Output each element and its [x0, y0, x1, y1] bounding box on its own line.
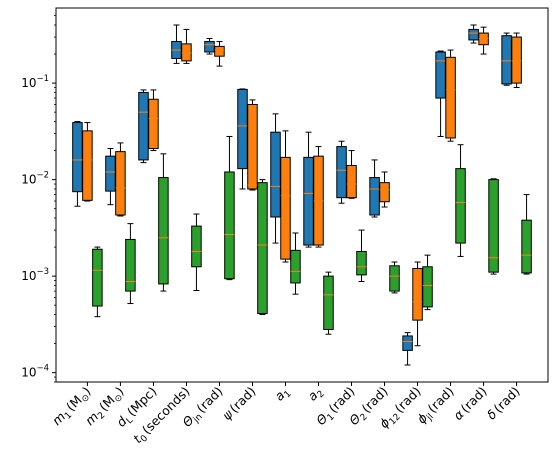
y-tick-label-exponent: −2	[36, 171, 49, 181]
iqr-box	[521, 219, 532, 274]
iqr-box	[280, 156, 291, 260]
x-label-subscript: 1	[283, 389, 294, 400]
y-tick-label: 10−2	[21, 171, 49, 187]
iqr-box	[336, 146, 347, 199]
iqr-box	[422, 266, 433, 308]
iqr-box	[389, 265, 400, 292]
iqr-box	[92, 248, 103, 307]
iqr-box	[72, 122, 83, 193]
box-group	[158, 153, 169, 292]
iqr-box	[346, 165, 357, 199]
y-axis: 10−410−310−210−1	[21, 15, 56, 383]
box-group	[521, 194, 532, 275]
box-group	[468, 24, 479, 44]
box-group	[379, 171, 390, 208]
y-tick-label-base: 10	[21, 366, 36, 380]
box-group	[148, 89, 159, 152]
iqr-box	[511, 36, 522, 84]
iqr-box	[237, 88, 248, 170]
box-group	[455, 144, 466, 257]
iqr-box	[158, 177, 169, 285]
iqr-box	[468, 28, 479, 41]
iqr-box	[181, 43, 192, 62]
box-group	[323, 271, 334, 335]
iqr-box	[125, 238, 136, 292]
y-tick-label-exponent: −3	[36, 267, 49, 277]
iqr-box	[290, 249, 301, 284]
x-label-subscript: 0	[139, 433, 150, 444]
iqr-box	[379, 182, 390, 203]
iqr-box	[270, 131, 281, 218]
iqr-box	[445, 56, 456, 139]
axes-frame	[55, 7, 549, 383]
x-label-subscript: L	[125, 416, 136, 427]
plot-area	[72, 24, 532, 366]
box-group	[280, 130, 291, 263]
iqr-box	[191, 225, 202, 268]
y-tick-label-base: 10	[21, 269, 36, 283]
x-label-subscript: 2	[316, 389, 327, 400]
box-group	[356, 229, 367, 282]
iqr-box	[105, 155, 116, 192]
iqr-box	[488, 179, 499, 273]
x-label-subscript: jl	[424, 412, 435, 423]
iqr-box	[224, 171, 235, 280]
box-group	[257, 179, 268, 316]
iqr-box	[356, 250, 367, 276]
iqr-box	[257, 182, 268, 315]
box-group	[115, 142, 126, 217]
x-label-subscript: 1	[326, 412, 337, 423]
box-group	[181, 28, 192, 64]
y-tick-label: 10−3	[21, 267, 49, 283]
box-group	[247, 99, 258, 191]
y-tick-label: 10−1	[21, 74, 49, 90]
box-group	[290, 232, 301, 295]
box-group	[171, 24, 182, 64]
box-group	[125, 223, 136, 305]
iqr-box	[204, 40, 215, 53]
box-group	[488, 178, 499, 275]
box-group	[402, 332, 413, 366]
iqr-box	[369, 177, 380, 216]
y-tick-label-base: 10	[21, 173, 36, 187]
y-tick-label-exponent: −4	[36, 364, 49, 374]
x-label-subscript: 2	[359, 412, 370, 423]
iqr-box	[138, 91, 149, 161]
x-label-subscript: 1	[63, 410, 74, 421]
iqr-box	[247, 104, 258, 190]
box-group	[92, 246, 103, 318]
iqr-box	[115, 151, 126, 216]
box-group	[336, 140, 347, 204]
box-group	[191, 213, 202, 291]
box-group	[138, 89, 149, 164]
iqr-box	[148, 98, 159, 150]
box-group	[313, 146, 324, 248]
iqr-box	[214, 45, 225, 57]
box-group	[445, 49, 456, 142]
iqr-box	[303, 156, 314, 246]
box-group	[511, 32, 522, 89]
box-group	[389, 261, 400, 294]
iqr-box	[501, 35, 512, 85]
x-label-subscript: 2	[96, 410, 107, 421]
iqr-box	[323, 275, 334, 330]
box-group	[214, 40, 225, 67]
iqr-box	[402, 335, 413, 351]
y-tick-label-exponent: −1	[36, 74, 49, 84]
box-group	[82, 122, 93, 202]
iqr-box	[82, 130, 93, 201]
box-group	[478, 26, 489, 55]
y-tick-label-base: 10	[21, 76, 36, 90]
iqr-box	[455, 168, 466, 244]
box-group	[501, 32, 512, 86]
box-group	[422, 254, 433, 311]
box-group	[224, 135, 235, 281]
iqr-box	[435, 51, 446, 99]
box-group	[346, 150, 357, 199]
iqr-box	[412, 267, 423, 321]
y-tick-label: 10−4	[21, 364, 49, 380]
